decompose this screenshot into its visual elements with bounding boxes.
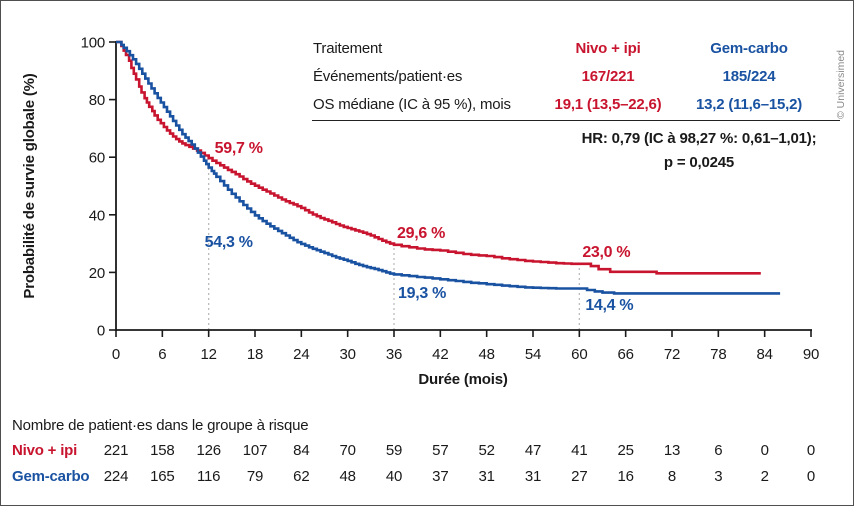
risk-value: 59 <box>385 442 403 459</box>
risk-value: 70 <box>339 442 356 459</box>
x-tick-label: 36 <box>386 346 402 363</box>
risk-value: 62 <box>293 468 310 485</box>
risk-value: 126 <box>196 442 221 459</box>
x-tick-label: 54 <box>525 346 541 363</box>
risk-value: 47 <box>524 442 542 459</box>
stats-row-treatment: Traitement Nivo + ipi Gem-carbo <box>1 40 853 58</box>
stats-row-median-os: OS médiane (IC à 95 %), mois 19,1 (13,5–… <box>1 96 853 114</box>
stats-label: Traitement <box>313 40 383 57</box>
y-tick-label: 60 <box>89 150 105 167</box>
risk-value: 48 <box>339 468 356 485</box>
risk-value: 6 <box>714 442 723 459</box>
stats-value-gem: 185/224 <box>722 68 776 85</box>
risk-value: 84 <box>293 442 310 459</box>
risk-value: 16 <box>617 468 634 485</box>
risk-value: 224 <box>103 468 129 485</box>
x-tick-label: 6 <box>158 346 166 363</box>
curve-annotation-gem-60mo: 14,4 % <box>585 296 634 314</box>
risk-value: 27 <box>571 468 588 485</box>
risk-value: 2 <box>760 468 769 485</box>
stats-value-gem: 13,2 (11,6–15,2) <box>695 96 803 113</box>
risk-table-title: Nombre de patient·es dans le groupe à ri… <box>12 417 309 434</box>
risk-value: 57 <box>432 442 449 459</box>
x-tick-label: 30 <box>340 346 356 363</box>
stats-value-nivo: 19,1 (13,5–22,6) <box>554 96 662 113</box>
stats-value-nivo: 167/221 <box>581 68 635 85</box>
hazard-ratio-block: HR: 0,79 (IC à 98,27 %: 0,61–1,01); p = … <box>525 127 853 175</box>
risk-value: 3 <box>714 468 723 485</box>
x-tick-label: 78 <box>710 346 726 363</box>
stats-value-gem: Gem-carbo <box>710 40 788 57</box>
x-tick-label: 60 <box>571 346 587 363</box>
x-tick-label: 18 <box>247 346 263 363</box>
curve-annotation-nivo-60mo: 23,0 % <box>582 243 631 261</box>
x-tick-label: 0 <box>112 346 120 363</box>
x-tick-label: 42 <box>432 346 448 363</box>
stats-value-nivo: Nivo + ipi <box>575 40 641 57</box>
curve-annotation-gem-12mo: 54,3 % <box>204 233 253 251</box>
risk-value: 41 <box>571 442 588 459</box>
risk-row-label: Nivo + ipi <box>12 442 78 459</box>
x-tick-label: 84 <box>757 346 773 363</box>
x-axis-title: Durée (mois) <box>418 371 508 388</box>
y-tick-label: 20 <box>89 265 105 282</box>
y-tick-label: 80 <box>89 92 105 109</box>
hazard-ratio-text: HR: 0,79 (IC à 98,27 %: 0,61–1,01); <box>581 130 817 147</box>
km-chart-svg: 0 20 40 60 80 100 0 6 12 18 24 30 36 42 48 54 60 66 72 78 84… <box>81 35 820 364</box>
y-tick-label: 40 <box>89 207 105 224</box>
stats-label: Événements/patient·es <box>313 68 463 85</box>
risk-value: 221 <box>103 442 129 459</box>
risk-value: 107 <box>242 442 268 459</box>
risk-value: 0 <box>806 442 816 459</box>
copyright-text: © Universimed <box>835 49 847 119</box>
x-tick-label: 66 <box>618 346 634 363</box>
x-tick-label: 90 <box>803 346 819 363</box>
risk-row-gem: Gem-carbo 224 165 116 79 62 48 40 37 31 31 27 16 8 3 2… <box>1 468 853 486</box>
risk-value: 0 <box>806 468 816 485</box>
risk-row-nivo: Nivo + ipi 221 158 126 107 84 70 59 57 52 47 41 25 1… <box>1 442 853 460</box>
stats-label: OS médiane (IC à 95 %), mois <box>313 96 511 113</box>
curve-annotation-nivo-12mo: 59,7 % <box>214 140 263 158</box>
x-tick-label: 72 <box>664 346 680 363</box>
y-tick-label: 0 <box>97 323 105 340</box>
survival-curve-nivo <box>116 40 761 275</box>
risk-value: 165 <box>150 468 175 485</box>
risk-value: 40 <box>385 468 403 485</box>
x-tick-label: 48 <box>479 346 495 363</box>
curve-annotation-nivo-36mo: 29,6 % <box>397 224 446 242</box>
risk-value: 25 <box>617 442 634 459</box>
risk-value: 13 <box>663 442 681 459</box>
stats-table-rule <box>312 120 840 121</box>
curve-annotation-gem-36mo: 19,3 % <box>398 285 447 303</box>
risk-value: 52 <box>478 442 495 459</box>
risk-value: 37 <box>432 468 449 485</box>
risk-value: 0 <box>760 442 769 459</box>
risk-row-label: Gem-carbo <box>12 468 90 485</box>
risk-value: 31 <box>478 468 495 485</box>
y-tick-label: 100 <box>81 35 105 52</box>
risk-value: 158 <box>150 442 175 459</box>
risk-value: 8 <box>667 468 677 485</box>
risk-value: 31 <box>524 468 542 485</box>
risk-value: 79 <box>246 468 264 485</box>
stats-row-events: Événements/patient·es 167/221 185/224 <box>1 68 853 86</box>
survival-curve-gem <box>116 40 781 295</box>
p-value-text: p = 0,0245 <box>663 154 735 171</box>
x-tick-label: 24 <box>293 346 309 363</box>
risk-value: 116 <box>196 468 221 485</box>
x-tick-label: 12 <box>201 346 217 363</box>
